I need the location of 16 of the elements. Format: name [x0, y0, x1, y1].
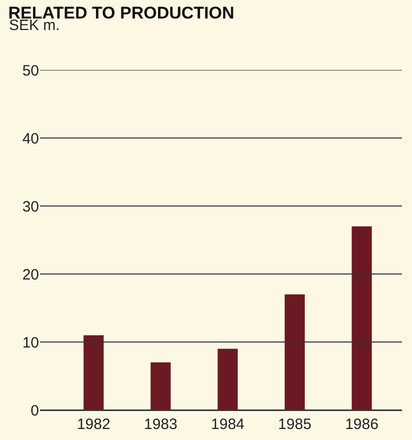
- x-tick-label: 1982: [76, 416, 110, 433]
- y-tick-label: 10: [22, 334, 39, 352]
- x-tick-label: 1986: [345, 416, 378, 433]
- y-tick-label: 30: [22, 198, 39, 216]
- y-tick-label: 40: [22, 130, 39, 148]
- y-tick-label: 20: [22, 266, 39, 284]
- y-tick-label: 50: [22, 62, 39, 80]
- bar: [218, 348, 238, 410]
- bar: [84, 335, 104, 410]
- bar: [284, 294, 305, 410]
- x-tick-label: 1983: [144, 416, 178, 433]
- x-tick-label: 1985: [278, 416, 312, 433]
- bar: [352, 226, 372, 410]
- bar: [150, 362, 171, 410]
- y-tick-label: 0: [30, 402, 39, 420]
- x-tick-label: 1984: [211, 416, 244, 433]
